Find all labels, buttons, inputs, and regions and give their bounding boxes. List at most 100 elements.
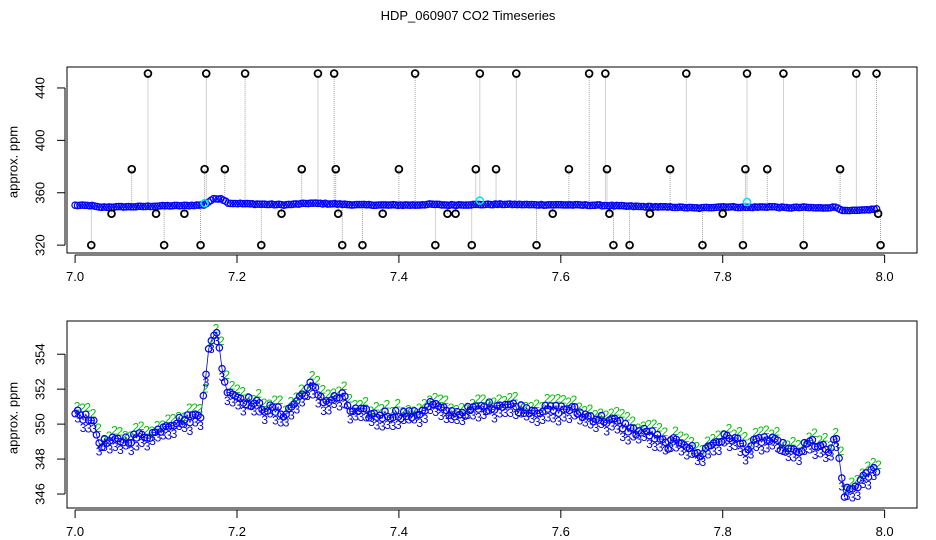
- y-tick-label: 320: [32, 234, 47, 256]
- outlier-point: [873, 209, 883, 219]
- marker-3: 3: [219, 370, 226, 384]
- data-point: [149, 202, 157, 211]
- marker-3: 3: [732, 439, 739, 453]
- outlier-point: [333, 209, 343, 219]
- data-point: [274, 403, 282, 411]
- marker-2: 2: [512, 389, 519, 403]
- marker-2: 2: [752, 426, 759, 440]
- data-point: [246, 200, 254, 208]
- data-point: [418, 201, 427, 209]
- data-point: [348, 201, 356, 209]
- x-tick-label: 8.0: [876, 524, 894, 539]
- data-point: [450, 201, 458, 209]
- marker-2: 2: [432, 391, 439, 405]
- marker-2: 2: [581, 403, 588, 417]
- data-point: [527, 200, 536, 209]
- marker-2: 2: [613, 405, 620, 419]
- data-point: [559, 201, 568, 209]
- marker-2: 2: [154, 418, 161, 432]
- marker-3: 3: [758, 444, 765, 458]
- data-point: [780, 203, 789, 212]
- data-point: [215, 344, 224, 352]
- data-point: [504, 400, 512, 409]
- marker-3: 3: [726, 440, 733, 454]
- data-point: [761, 203, 769, 211]
- marker-3: 3: [491, 411, 498, 425]
- marker-3: 3: [144, 439, 151, 453]
- data-point: [461, 412, 469, 420]
- data-point: [357, 404, 365, 413]
- outlier-point: [742, 69, 752, 78]
- data-point: [416, 201, 424, 209]
- figure-title: HDP_060907 CO2 Timeseries: [380, 8, 556, 23]
- data-point: [503, 200, 512, 209]
- data-point: [430, 200, 439, 209]
- data-point: [564, 201, 572, 209]
- data-point: [722, 203, 730, 211]
- data-point: [804, 203, 813, 212]
- marker-3: 3: [422, 412, 429, 426]
- data-point: [143, 434, 152, 442]
- marker-3: 3: [160, 429, 167, 443]
- data-point: [127, 438, 135, 447]
- data-point: [146, 202, 155, 211]
- marker-2: 2: [715, 428, 722, 442]
- data-point: [462, 201, 470, 209]
- data-point: [634, 202, 643, 211]
- marker-3: 3: [860, 477, 867, 491]
- data-point: [600, 201, 609, 210]
- data-point: [411, 201, 419, 209]
- outlier-point: [511, 69, 521, 78]
- marker-3: 3: [438, 409, 445, 423]
- data-point: [459, 201, 468, 209]
- data-point: [170, 201, 179, 210]
- marker-2: 2: [474, 392, 481, 406]
- data-point: [819, 204, 827, 212]
- marker-3: 3: [106, 442, 113, 456]
- marker-2: 2: [742, 429, 749, 443]
- data-point: [841, 206, 849, 215]
- marker-2: 2: [517, 399, 524, 413]
- data-point: [860, 206, 869, 214]
- y-tick-label: 360: [32, 182, 47, 204]
- data-point: [285, 200, 293, 209]
- data-point: [864, 473, 873, 481]
- data-point: [140, 433, 149, 442]
- marker-2: 2: [202, 382, 209, 396]
- data-point: [387, 201, 395, 209]
- outlier-point: [240, 69, 250, 78]
- marker-3: 3: [502, 406, 509, 420]
- marker-3: 3: [390, 419, 397, 433]
- marker-3: 3: [817, 447, 824, 461]
- marker-3: 3: [822, 451, 829, 465]
- marker-3: 3: [545, 410, 552, 424]
- y-tick-label: 348: [32, 448, 47, 470]
- data-point: [712, 438, 721, 446]
- data-point: [664, 445, 672, 453]
- marker-3: 3: [347, 412, 354, 426]
- marker-2: 2: [255, 386, 262, 400]
- data-point: [485, 398, 493, 406]
- data-point: [840, 493, 849, 501]
- data-point: [148, 428, 157, 437]
- marker-3: 3: [272, 413, 279, 427]
- marker-3: 3: [149, 434, 156, 448]
- marker-2: 2: [261, 396, 268, 410]
- data-point: [523, 200, 531, 209]
- data-point: [835, 454, 843, 462]
- outlier-point: [779, 69, 788, 78]
- data-point: [688, 203, 696, 212]
- marker-3: 3: [310, 387, 317, 401]
- outlier-point: [762, 164, 772, 174]
- marker-2: 2: [544, 392, 551, 406]
- marker-2: 2: [864, 459, 871, 473]
- data-point: [734, 203, 742, 212]
- data-point: [455, 200, 463, 209]
- marker-2: 2: [352, 397, 359, 411]
- marker-3: 3: [742, 454, 749, 468]
- data-point: [824, 204, 832, 212]
- marker-3: 3: [555, 415, 562, 429]
- marker-3: 3: [785, 450, 792, 464]
- marker-3: 3: [283, 416, 290, 430]
- data-point: [362, 405, 371, 413]
